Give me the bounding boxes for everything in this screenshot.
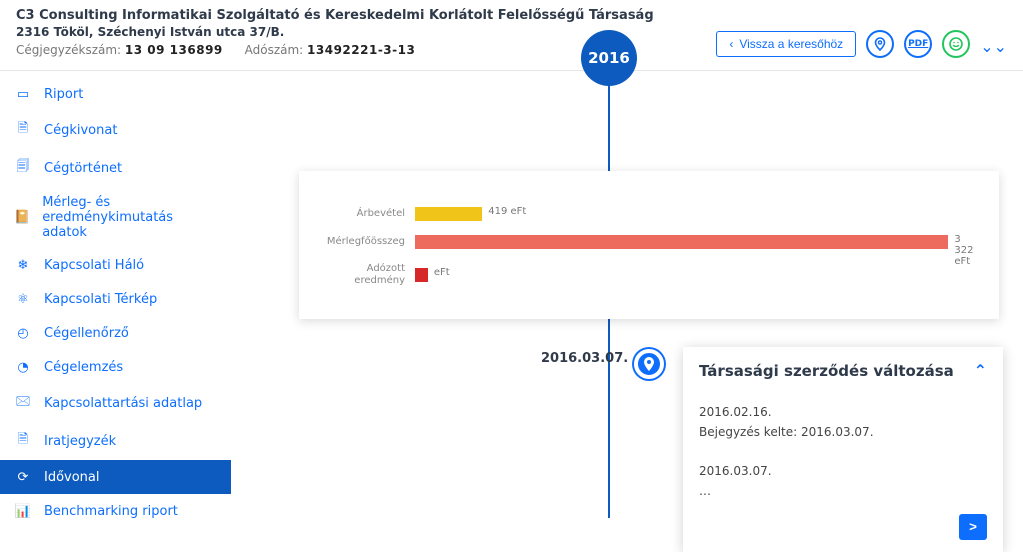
chart-bar-label: Adózott eredmény (317, 263, 415, 287)
back-to-search-button[interactable]: ‹ Vissza a keresőhöz (716, 31, 856, 57)
year-badge: 2016 (581, 30, 637, 86)
sidebar-item-ellenorzo[interactable]: ◴ Cégellenőrző (0, 316, 231, 350)
event-line: 2016.02.16. (699, 402, 987, 422)
terkep-icon: ⚛ (14, 292, 32, 307)
event-marker-icon[interactable] (634, 349, 664, 379)
benchmark-icon: 📊 (14, 504, 32, 519)
event-title: Társasági szerződés változása (699, 362, 954, 380)
timeline-event: 2016.03.07. Társasági szerződés változás… (271, 347, 1003, 552)
sidebar-item-label: Cégkivonat (44, 123, 117, 138)
tax-label: Adószám: (245, 43, 304, 57)
event-body: 2016.02.16. Bejegyzés kelte: 2016.03.07.… (699, 402, 987, 540)
reg-label: Cégjegyzékszám: (16, 43, 121, 57)
next-event-button[interactable]: > (959, 514, 987, 540)
ellenorzo-icon: ◴ (14, 326, 32, 341)
sidebar-item-label: Kapcsolati Térkép (44, 292, 157, 307)
event-date: 2016.03.07. (541, 351, 628, 366)
chart-bar (415, 207, 482, 221)
chart-bar-value: 419 eFt (488, 206, 526, 217)
chart-bar (415, 268, 428, 282)
map-pin-icon[interactable] (866, 30, 894, 58)
sidebar-item-label: Cégelemzés (44, 360, 123, 375)
chart-bar-label: Mérlegfőösszeg (317, 236, 415, 248)
chart-bar-value: eFt (434, 267, 450, 278)
sidebar-item-adatlap[interactable]: 🖂 Kapcsolattartási adatlap (0, 384, 231, 422)
sidebar: ▭ Riport 🗎 Cégkivonat 🗐 Cégtörténet 📔 Mérleg- é… (0, 71, 231, 518)
idovonal-icon: ⟳ (14, 470, 32, 485)
smiley-icon[interactable] (942, 30, 970, 58)
chart-bar-track: 3 322 eFt (415, 235, 977, 249)
event-line: … (699, 481, 987, 501)
sidebar-item-idovonal[interactable]: ⟳ Idővonal (0, 460, 231, 494)
tax-value: 13492221-3-13 (307, 43, 415, 57)
sidebar-item-benchmark[interactable]: 📊 Benchmarking riport (0, 494, 231, 528)
event-line: Bejegyzés kelte: 2016.03.07. (699, 422, 987, 442)
sidebar-item-label: Riport (44, 87, 83, 102)
merleg-icon: 📔 (14, 210, 30, 225)
chart-bar-value: 3 322 eFt (954, 234, 977, 267)
back-label: Vissza a keresőhöz (739, 37, 843, 51)
chart-bar-label: Árbevétel (317, 208, 415, 220)
page-header: C3 Consulting Informatikai Szolgáltató é… (0, 0, 1023, 71)
sidebar-item-terkep[interactable]: ⚛ Kapcsolati Térkép (0, 282, 231, 316)
riport-icon: ▭ (14, 87, 32, 102)
sidebar-item-elemzes[interactable]: ◔ Cégelemzés (0, 350, 231, 384)
sidebar-item-halo[interactable]: ❄ Kapcsolati Háló (0, 248, 231, 282)
chart-bar-track: 419 eFt (415, 207, 977, 221)
sidebar-item-label: Cégtörténet (44, 161, 122, 176)
timeline-panel: 2016 Árbevétel419 eFtMérlegfőösszeg3 322… (231, 71, 1023, 518)
chart-bar-row: Adózott eredmény eFt (317, 263, 977, 287)
sidebar-item-label: Idővonal (44, 470, 100, 485)
sidebar-item-label: Iratjegyzék (44, 434, 116, 449)
header-actions: ‹ Vissza a keresőhöz PDF ⌄⌄ (716, 30, 1007, 58)
halo-icon: ❄ (14, 258, 32, 273)
sidebar-item-label: Cégellenőrző (44, 326, 129, 341)
chevron-left-icon: ‹ (729, 37, 733, 51)
sidebar-item-cegkivonat[interactable]: 🗎 Cégkivonat (0, 111, 231, 149)
sidebar-item-cegtortenet[interactable]: 🗐 Cégtörténet (0, 149, 231, 187)
pdf-icon[interactable]: PDF (904, 30, 932, 58)
expand-down-icon[interactable]: ⌄⌄ (980, 37, 1007, 56)
adatlap-icon: 🖂 (14, 392, 32, 414)
sidebar-item-label: Mérleg- és eredménykimutatás adatok (42, 195, 217, 240)
collapse-event-icon[interactable]: ⌃ (974, 361, 987, 380)
sidebar-item-label: Kapcsolattartási adatlap (44, 396, 202, 411)
sidebar-item-riport[interactable]: ▭ Riport (0, 77, 231, 111)
financial-bar-chart: Árbevétel419 eFtMérlegfőösszeg3 322 eFtA… (299, 171, 999, 319)
iratjegyzek-icon: 🗎 (14, 430, 32, 452)
sidebar-item-label: Kapcsolati Háló (44, 258, 144, 273)
event-card: Társasági szerződés változása ⌃ 2016.02.… (683, 347, 1003, 552)
chart-bar-row: Árbevétel 419 eFt (317, 207, 977, 221)
reg-value: 13 09 136899 (125, 43, 223, 57)
sidebar-item-label: Benchmarking riport (44, 504, 178, 519)
sidebar-item-iratjegyzek[interactable]: 🗎 Iratjegyzék (0, 422, 231, 460)
chart-bar-track: eFt (415, 268, 977, 282)
sidebar-item-merleg[interactable]: 📔 Mérleg- és eredménykimutatás adatok (0, 187, 231, 248)
cegkivonat-icon: 🗎 (14, 119, 32, 141)
company-name: C3 Consulting Informatikai Szolgáltató é… (16, 8, 716, 23)
chart-bar-row: Mérlegfőösszeg3 322 eFt (317, 235, 977, 249)
event-line: 2016.03.07. (699, 461, 987, 481)
cegtortenet-icon: 🗐 (14, 157, 32, 179)
chart-bar (415, 235, 948, 249)
elemzes-icon: ◔ (14, 360, 32, 375)
